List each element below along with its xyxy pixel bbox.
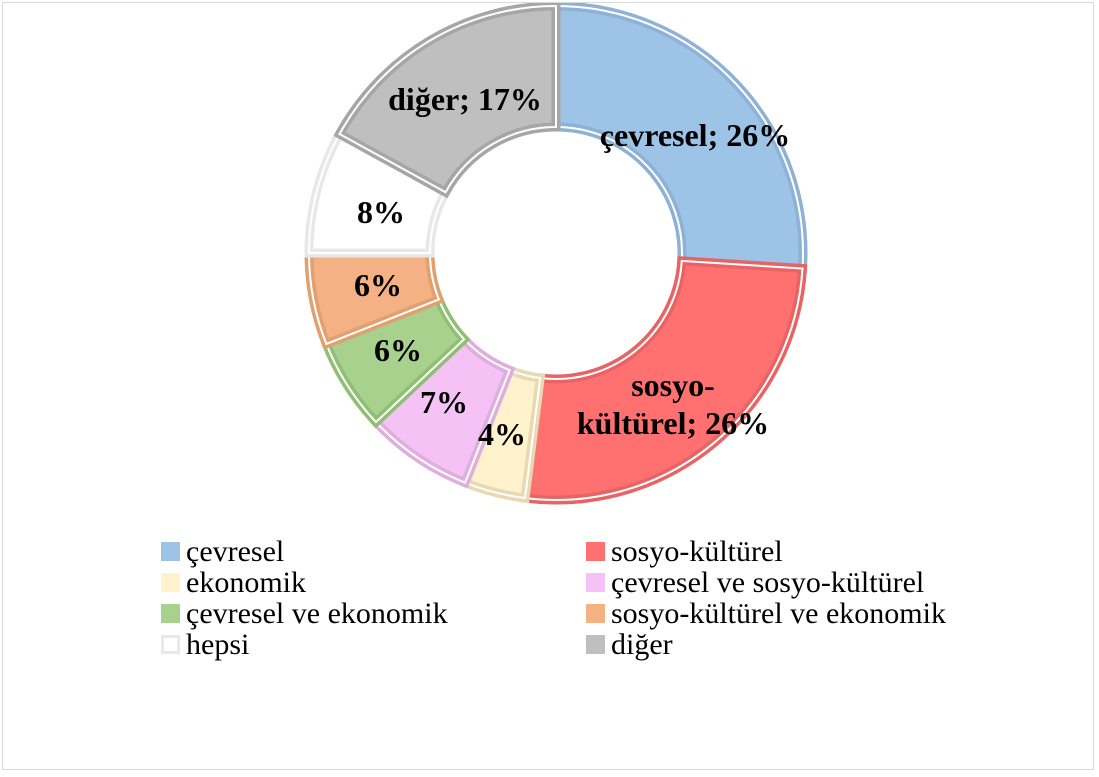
legend-swatch-sosyo-kulturel-ve-ekonomik [586,604,605,623]
legend-item-hepsi: hepsi [161,629,586,660]
legend-swatch-cevresel [161,542,180,561]
data-label-sosyo-kulturel-ve-ekonomik: 6% [354,267,402,303]
legend-item-ekonomik: ekonomik [161,567,586,598]
legend: çevresel sosyo-kültürel ekonomik çevrese… [161,536,1001,660]
legend-item-cevresel: çevresel [161,536,586,567]
data-label-sosyo-kulturel: sosyo-kültürel; 26% [577,367,769,441]
legend-swatch-hepsi [161,635,180,654]
legend-swatch-sosyo-kulturel [586,542,605,561]
legend-item-sosyo-kulturel-ve-ekonomik: sosyo-kültürel ve ekonomik [586,598,1001,629]
data-label-hepsi: 8% [357,194,405,230]
data-label-cevresel: çevresel; 26% [600,117,790,153]
data-label-diger: diğer; 17% [388,81,542,117]
legend-swatch-cevresel-ve-ekonomik [161,604,180,623]
slice-separator-cevresel [555,4,804,270]
data-label-cevresel-ve-ekonomik: 6% [374,332,422,368]
legend-swatch-cevresel-ve-sosyo-kulturel [586,573,605,592]
legend-label-diger: diğer [611,628,673,661]
legend-item-sosyo-kulturel: sosyo-kültürel [586,536,1001,567]
legend-item-diger: diğer [586,629,1001,660]
legend-label-sosyo-kulturel-ve-ekonomik: sosyo-kültürel ve ekonomik [611,597,946,630]
donut-chart: çevresel; 26% sosyo-kültürel; 26% 4% 7% 6% 6%… [304,3,808,505]
legend-label-cevresel-ve-sosyo-kulturel: çevresel ve sosyo-kültürel [611,566,925,599]
data-label-cevresel-ve-sosyo-kulturel: 7% [420,384,468,420]
slice-separator-diger [338,4,557,194]
legend-item-cevresel-ve-sosyo-kulturel: çevresel ve sosyo-kültürel [586,567,1001,598]
legend-label-sosyo-kulturel: sosyo-kültürel [611,535,783,568]
legend-label-cevresel-ve-ekonomik: çevresel ve ekonomik [186,597,448,630]
slice-separator-sosyo-kulturel [523,259,804,501]
legend-label-ekonomik: ekonomik [186,566,306,599]
legend-swatch-ekonomik [161,573,180,592]
legend-item-cevresel-ve-ekonomik: çevresel ve ekonomik [161,598,586,629]
legend-swatch-diger [586,635,605,654]
legend-label-cevresel: çevresel [186,535,285,568]
data-label-ekonomik: 4% [478,416,526,452]
donut-slices [304,3,808,505]
legend-label-hepsi: hepsi [186,628,250,661]
donut-labels: çevresel; 26% sosyo-kültürel; 26% 4% 7% 6% 6%… [354,81,790,452]
